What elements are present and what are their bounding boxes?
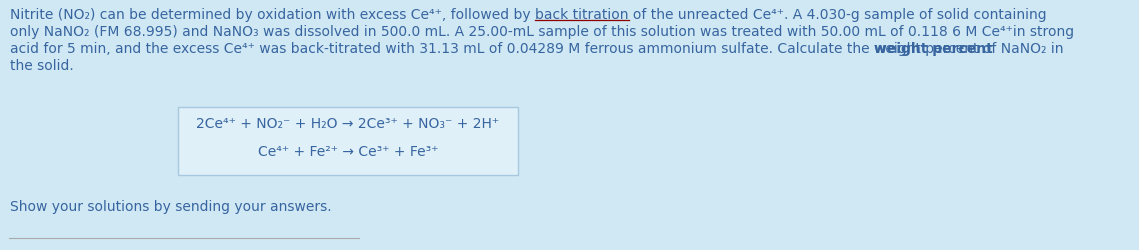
Text: 2Ce⁴⁺ + NO₂⁻ + H₂O → 2Ce³⁺ + NO₃⁻ + 2H⁺: 2Ce⁴⁺ + NO₂⁻ + H₂O → 2Ce³⁺ + NO₃⁻ + 2H⁺ <box>196 117 500 131</box>
Text: only NaNO₂ (FM 68.995) and NaNO₃ was dissolved in 500.0 mL. A 25.00-mL sample of: only NaNO₂ (FM 68.995) and NaNO₃ was dis… <box>10 25 1074 39</box>
Text: the solid.: the solid. <box>10 59 74 73</box>
FancyBboxPatch shape <box>178 107 518 175</box>
Text: acid for 5 min, and the excess Ce⁴⁺ was back-titrated with 31.13 mL of 0.04289 M: acid for 5 min, and the excess Ce⁴⁺ was … <box>10 42 1064 56</box>
Text: Show your solutions by sending your answers.: Show your solutions by sending your answ… <box>10 200 331 214</box>
Text: Ce⁴⁺ + Fe²⁺ → Ce³⁺ + Fe³⁺: Ce⁴⁺ + Fe²⁺ → Ce³⁺ + Fe³⁺ <box>257 145 439 159</box>
Text: weight percent: weight percent <box>874 42 993 56</box>
Text: Nitrite (NO₂) can be determined by oxidation with excess Ce⁴⁺, followed by back : Nitrite (NO₂) can be determined by oxida… <box>10 8 1047 22</box>
